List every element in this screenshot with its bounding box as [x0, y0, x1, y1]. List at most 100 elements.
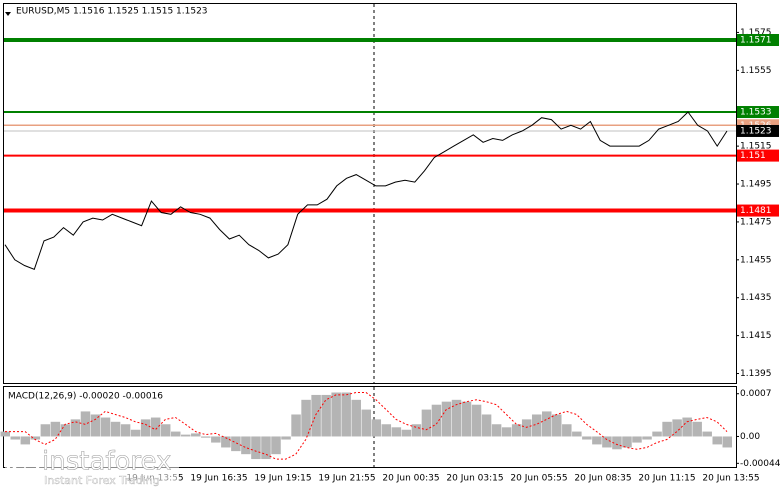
x-tick-label: 19 Jun 21:55: [318, 474, 375, 484]
macd-bar: [702, 431, 712, 437]
macd-bar: [110, 421, 121, 437]
macd-bar: [20, 436, 31, 445]
level-label: 1.1533: [740, 108, 772, 118]
macd-bar: [642, 436, 652, 440]
macd-bar: [291, 414, 301, 437]
macd-bar: [682, 417, 692, 437]
macd-bar: [521, 419, 532, 437]
macd-bar: [181, 434, 191, 437]
y-tick-label: 1.1455: [740, 255, 772, 265]
macd-bar: [271, 436, 281, 455]
macd-bar: [50, 421, 61, 437]
macd-bar: [531, 414, 542, 437]
level-label: 1.1571: [740, 36, 772, 46]
level-label-bg: [737, 124, 779, 137]
macd-bar: [361, 409, 371, 437]
y-tick-label: 1.1495: [740, 180, 772, 190]
macd-bar: [170, 431, 181, 437]
macd-bar: [401, 429, 412, 437]
macd-bar: [562, 424, 572, 437]
x-tick-label: 19 Jun 16:35: [190, 474, 247, 484]
main-title: EURUSD,M5 1.1516 1.1525 1.1515 1.1523: [16, 7, 208, 17]
macd-bar: [431, 404, 442, 437]
x-tick-label: 20 Jun 13:55: [702, 474, 759, 484]
macd-bar: [191, 433, 201, 437]
macd-bar: [421, 409, 432, 437]
macd-bar: [461, 401, 472, 437]
y-tick-label: 0.00: [740, 432, 760, 442]
y-tick-label: -0.00044: [740, 459, 781, 469]
macd-bar: [70, 419, 81, 437]
macd-bar: [582, 436, 592, 440]
signal-line: [5, 392, 728, 460]
level-label-bg: [737, 106, 779, 119]
macd-bar: [0, 431, 10, 437]
macd-bar: [90, 414, 101, 437]
price-line: [4, 111, 728, 270]
macd-bar: [221, 436, 231, 448]
macd-bar: [602, 436, 612, 448]
level-label: 1.151: [740, 151, 766, 161]
level-label-bg: [737, 34, 779, 47]
macd-bar: [511, 424, 522, 437]
y-tick-label: 0.0007: [740, 389, 772, 399]
macd-bar: [652, 431, 662, 437]
x-tick-label: 20 Jun 03:15: [446, 474, 503, 484]
macd-bar: [150, 417, 161, 437]
macd-bar: [321, 394, 331, 437]
macd-bar: [612, 436, 622, 450]
macd-bar: [341, 392, 351, 437]
macd-bar: [201, 436, 211, 438]
main-frame: [3, 3, 737, 384]
x-tick-label: 19 Jun 19:15: [254, 474, 311, 484]
macd-bar: [231, 436, 241, 452]
macd-bar: [281, 436, 291, 440]
y-tick-label: 1.1395: [740, 369, 772, 379]
macd-bar: [381, 424, 392, 437]
macd-bar: [722, 436, 732, 448]
macd-bar: [60, 424, 71, 437]
macd-bar: [140, 419, 151, 437]
macd-title: MACD(12,26,9) -0.00020 -0.00016: [8, 392, 163, 402]
macd-bar: [371, 419, 382, 437]
macd-bar: [491, 424, 502, 437]
macd-bar: [712, 436, 722, 445]
macd-bar: [471, 404, 482, 437]
macd-bar: [261, 436, 271, 460]
macd-bar: [692, 421, 702, 437]
macd-bar: [40, 424, 51, 437]
macd-bar: [30, 436, 41, 440]
macd-bar: [552, 414, 562, 437]
macd-bar: [441, 401, 452, 437]
y-tick-label: 1.1555: [740, 66, 772, 76]
macd-bar: [542, 411, 552, 437]
macd-bar: [451, 399, 462, 437]
y-tick-label: 1.1435: [740, 293, 772, 303]
macd-bar: [632, 436, 642, 443]
macd-bar: [411, 424, 422, 437]
x-tick-label: 20 Jun 11:15: [638, 474, 695, 484]
y-tick-label: 1.1415: [740, 331, 772, 341]
menu-arrow: [5, 12, 11, 16]
macd-bar: [672, 419, 682, 437]
watermark-brand: instaforex: [42, 447, 171, 477]
macd-bar: [481, 414, 492, 437]
macd-bar: [130, 429, 141, 437]
macd-frame: [3, 386, 737, 468]
macd-bar: [100, 417, 111, 437]
y-tick-label: 1.1475: [740, 217, 772, 227]
level-label-bg: [737, 149, 779, 162]
logo-ring: [6, 447, 40, 481]
macd-bar: [311, 394, 321, 437]
macd-bar: [662, 421, 672, 437]
logo-mark: [11, 453, 35, 471]
macd-bar: [80, 411, 91, 437]
macd-bar: [120, 424, 131, 437]
level-label: 1.1481: [740, 206, 772, 216]
x-tick-label: 20 Jun 08:35: [574, 474, 631, 484]
macd-bar: [622, 436, 632, 448]
macd-bar: [301, 399, 311, 437]
watermark-tagline: Instant Forex Trading: [44, 474, 160, 487]
level-label-bg: [737, 204, 779, 217]
